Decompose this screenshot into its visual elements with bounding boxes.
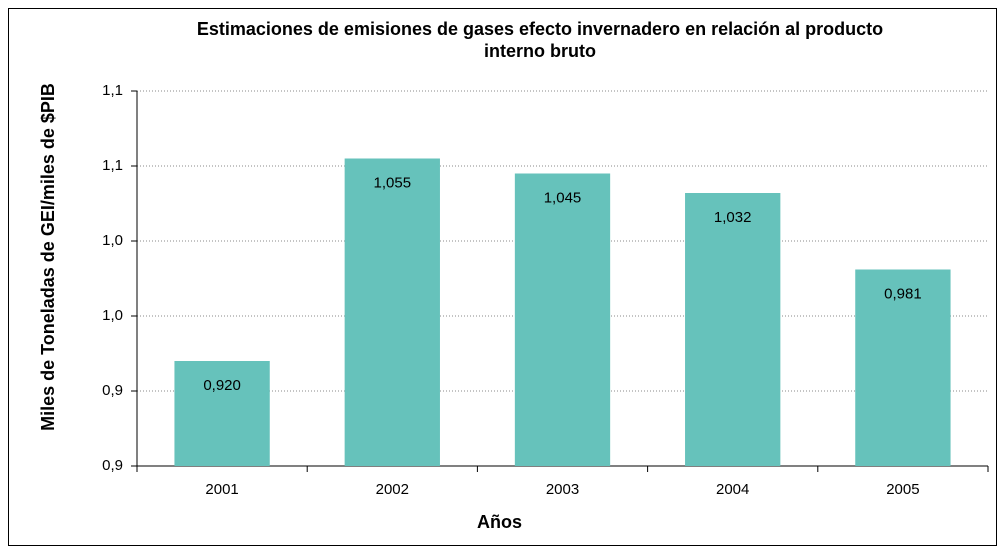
bar	[685, 193, 781, 466]
chart-title: Estimaciones de emisiones de gases efect…	[196, 19, 884, 61]
y-axis-label: Miles de Toneladas de GEI/miles de $PIB	[38, 83, 58, 431]
y-tick-label: 1,0	[102, 232, 123, 249]
y-tick-label: 1,1	[102, 82, 123, 99]
data-label: 1,032	[714, 209, 752, 226]
data-label: 0,981	[884, 285, 922, 302]
data-label: 0,920	[203, 377, 241, 394]
bar	[855, 269, 951, 466]
bar	[174, 361, 270, 466]
x-tick-label: 2002	[376, 481, 409, 498]
data-label: 1,055	[374, 174, 412, 191]
x-tick-label: 2005	[886, 481, 919, 498]
data-label: 1,045	[544, 189, 582, 206]
x-tick-label: 2001	[205, 481, 238, 498]
bar	[344, 158, 440, 466]
y-tick-label: 0,9	[102, 382, 123, 399]
x-tick-label: 2004	[716, 481, 749, 498]
x-axis-label: Años	[477, 512, 522, 532]
y-tick-label: 0,9	[102, 457, 123, 474]
bar	[514, 173, 611, 466]
y-tick-label: 1,1	[102, 157, 123, 174]
frame	[8, 8, 997, 546]
x-tick-label: 2003	[546, 481, 579, 498]
y-tick-label: 1,0	[102, 307, 123, 324]
